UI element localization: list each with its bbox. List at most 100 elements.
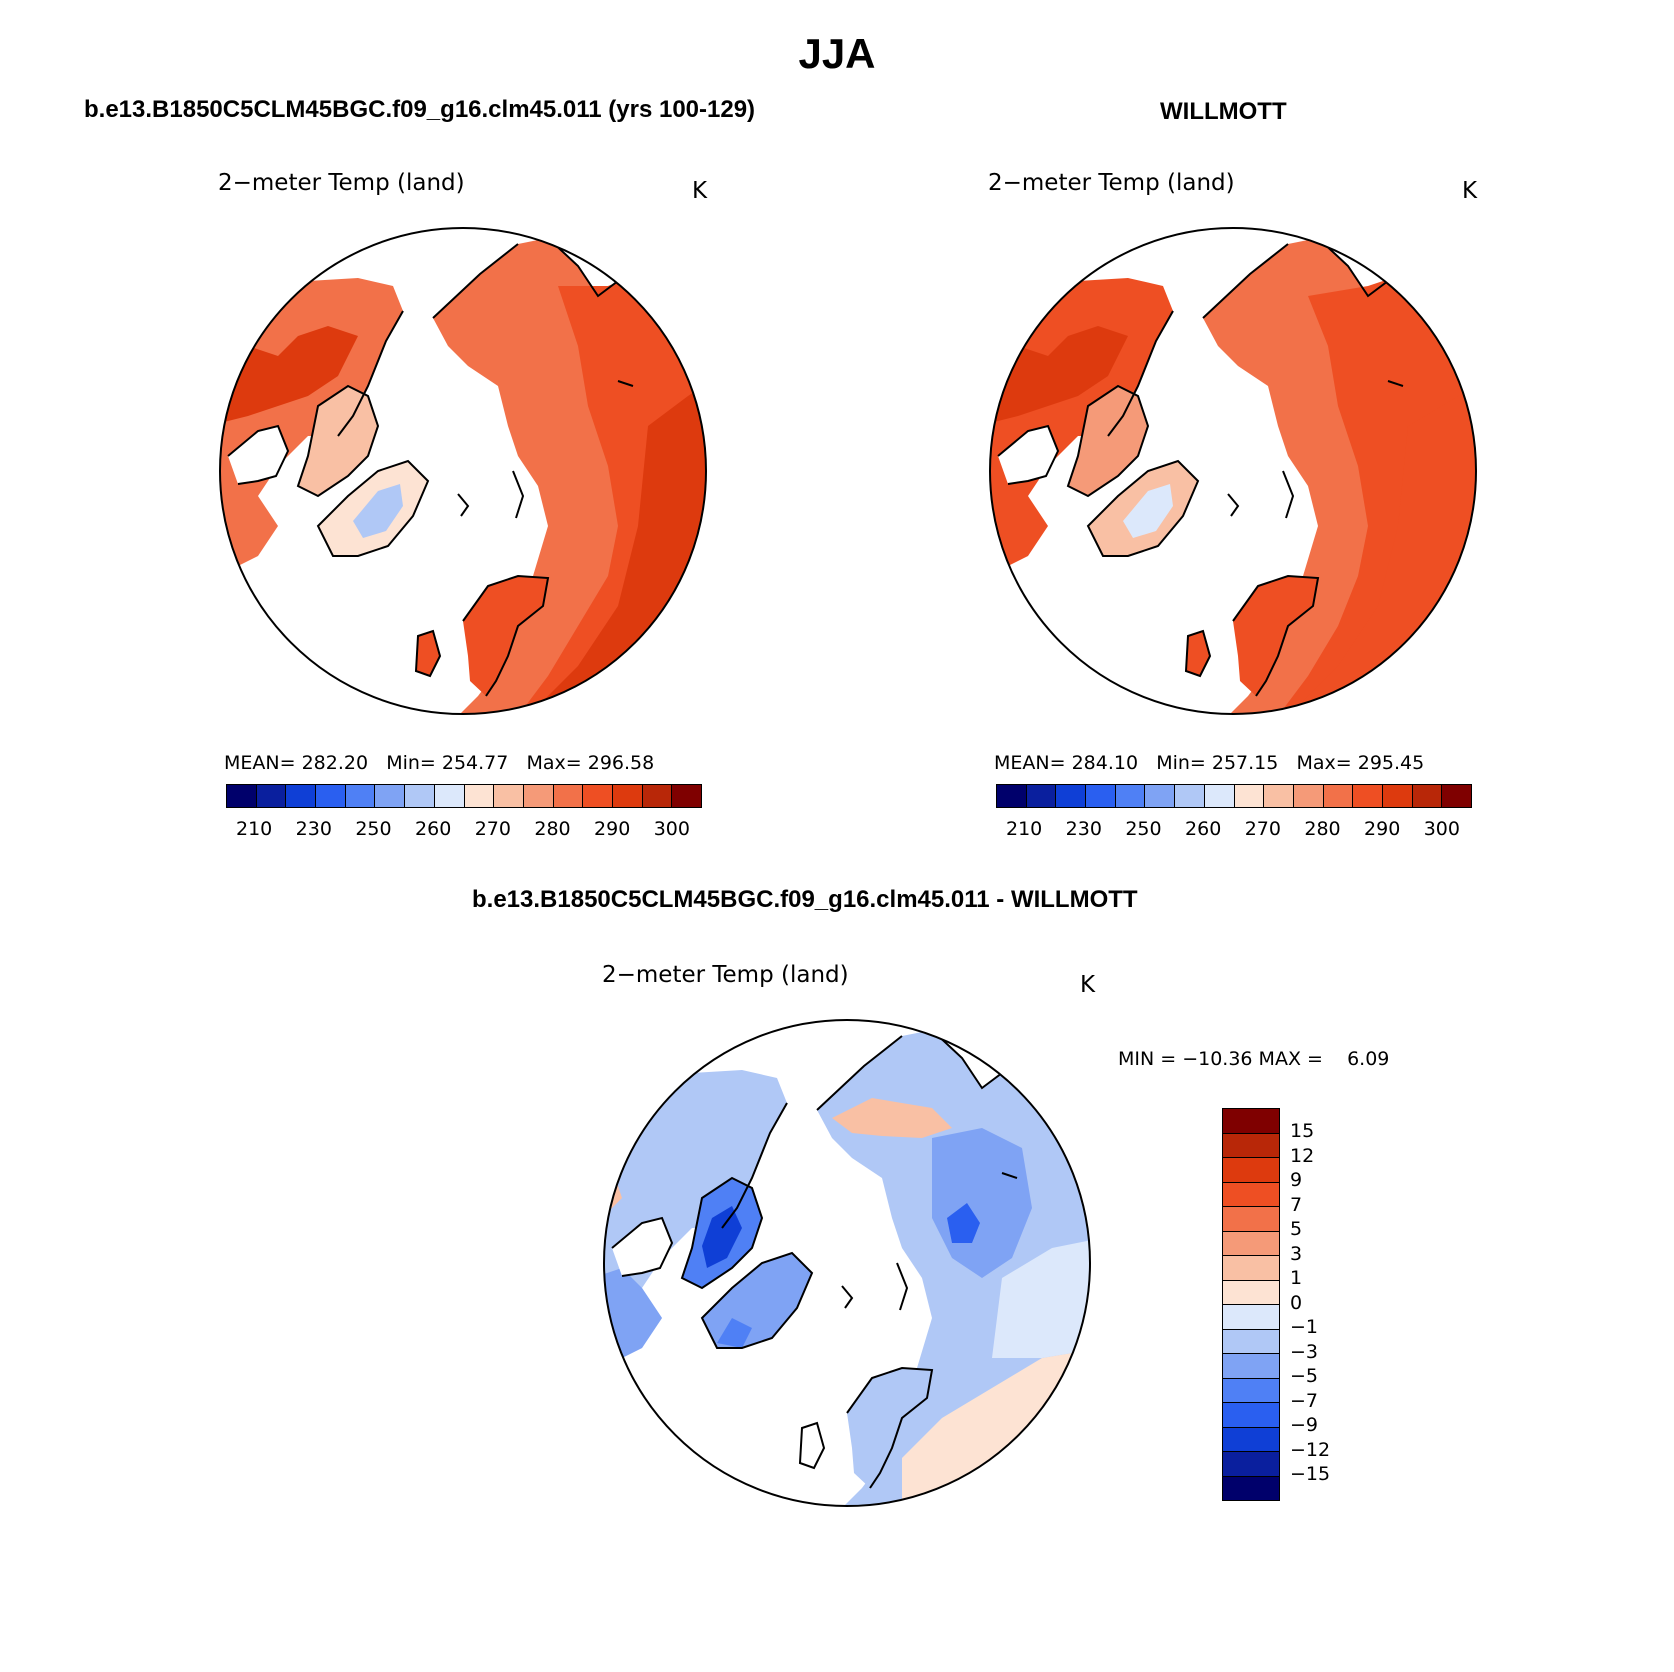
panel1-title: b.e13.B1850C5CLM45BGC.f09_g16.clm45.011 … (84, 96, 756, 123)
colorbar-tick-label: −7 (1290, 1389, 1319, 1412)
panel1-colorbar-swatches (226, 784, 702, 808)
colorbar-tick-label: 0 (1290, 1291, 1303, 1314)
colorbar-tick-label: 300 (653, 818, 690, 840)
colorbar-swatch (345, 785, 376, 807)
panel1-colorbar (226, 784, 702, 808)
colorbar-tick-label: −9 (1290, 1414, 1319, 1436)
panel3-greenland-east (717, 1318, 752, 1348)
colorbar-tick-label: 250 (355, 818, 392, 840)
panel2-stats: MEAN= 284.10 Min= 257.15 Max= 295.45 (994, 752, 1424, 774)
panel1-british-isles (416, 631, 440, 676)
colorbar-swatch (1293, 785, 1324, 807)
colorbar-swatch (1264, 785, 1294, 807)
panel1-units-label: K (692, 178, 708, 204)
colorbar-swatch (1223, 1329, 1279, 1354)
colorbar-swatch (1442, 785, 1471, 807)
colorbar-swatch (256, 785, 287, 807)
panel2-max-label: Max= (1296, 752, 1352, 774)
panel3-scandinavia-land (847, 1368, 932, 1488)
figure-title: JJA (798, 30, 876, 77)
panel3-map (602, 1018, 1092, 1508)
colorbar-swatch (612, 785, 643, 807)
colorbar-swatch (1175, 785, 1205, 807)
panel2-title: WILLMOTT (1160, 98, 1287, 125)
colorbar-tick-label: −3 (1290, 1340, 1319, 1363)
colorbar-swatch (1056, 785, 1087, 807)
colorbar-tick-label: 290 (594, 818, 631, 840)
colorbar-tick-label: 230 (1065, 818, 1102, 840)
panel3-north-america-land (604, 1070, 787, 1358)
panel1-variable-label: 2−meter Temp (land) (218, 170, 465, 196)
colorbar-swatch (1412, 785, 1443, 807)
colorbar-tick-label: 15 (1290, 1120, 1315, 1142)
colorbar-swatch (375, 785, 406, 807)
colorbar-swatch (286, 785, 317, 807)
colorbar-swatch (1204, 785, 1235, 807)
panel3-asia-pale (992, 1238, 1090, 1358)
colorbar-swatch (1223, 1476, 1279, 1500)
colorbar-tick-label: 280 (534, 818, 571, 840)
panel2-max-value: 295.45 (1357, 752, 1425, 774)
colorbar-swatch (1026, 785, 1057, 807)
panel2-greenland-interior (1123, 484, 1173, 538)
colorbar-tick-label: 300 (1423, 818, 1460, 840)
colorbar-swatch (1223, 1280, 1279, 1305)
colorbar-swatch (1223, 1207, 1279, 1232)
colorbar-tick-label: 3 (1290, 1242, 1303, 1265)
colorbar-tick-label: −5 (1290, 1365, 1319, 1387)
panel3-title: b.e13.B1850C5CLM45BGC.f09_g16.clm45.011 … (472, 886, 1138, 913)
colorbar-swatch (464, 785, 495, 807)
colorbar-tick-label: 250 (1125, 818, 1162, 840)
panel1-stats: MEAN= 282.20 Min= 254.77 Max= 296.58 (224, 752, 654, 774)
colorbar-swatch (316, 785, 346, 807)
panel1-hudson-bay (228, 426, 288, 484)
panel3-colorbar-ticks: 15 12 9 7 5 3 1 0 −1 −3 −5 −7 −9 −12 −15 (1290, 1120, 1370, 1496)
colorbar-swatch (1223, 1354, 1279, 1379)
panel3-arctic-coast-pale-red (832, 1098, 952, 1138)
colorbar-swatch (1223, 1256, 1279, 1281)
panel2-colorbar-swatches (996, 784, 1472, 808)
colorbar-swatch (583, 785, 613, 807)
panel2-min-label: Min= (1156, 752, 1206, 774)
colorbar-tick-label: 280 (1304, 818, 1341, 840)
colorbar-swatch (227, 785, 257, 807)
colorbar-tick-label: 9 (1290, 1169, 1303, 1191)
colorbar-tick-label: 12 (1290, 1144, 1315, 1167)
colorbar-swatch (494, 785, 524, 807)
colorbar-swatch (1223, 1109, 1279, 1134)
panel1-map (218, 226, 708, 716)
colorbar-tick-label: 260 (415, 818, 452, 840)
colorbar-tick-label: 230 (295, 818, 332, 840)
panel3-polar-projection (603, 1019, 1091, 1507)
panel2-variable-label: 2−meter Temp (land) (988, 170, 1235, 196)
panel1-colorbar-ticks: 210 230 250 260 270 280 290 300 (236, 818, 690, 840)
colorbar-swatch (523, 785, 554, 807)
panel3-variable-label: 2−meter Temp (land) (602, 962, 849, 988)
colorbar-swatch (1323, 785, 1354, 807)
colorbar-swatch (1223, 1305, 1279, 1330)
panel2-colorbar (996, 784, 1472, 808)
colorbar-tick-label: 210 (1006, 818, 1043, 840)
panel2-scandinavia-land (1233, 576, 1318, 696)
panel2-british-isles (1186, 631, 1210, 676)
panel3-min-max: MIN = −10.36 MAX = 6.09 (1118, 1048, 1390, 1070)
panel1-max-label: Max= (526, 752, 582, 774)
colorbar-tick-label: 7 (1290, 1193, 1303, 1216)
panel3-colorbar (1222, 1108, 1280, 1501)
panel2-colorbar-ticks: 210 230 250 260 270 280 290 300 (1006, 818, 1460, 840)
panel1-scandinavia-land (463, 576, 548, 696)
panel1-min-label: Min= (386, 752, 436, 774)
colorbar-swatch (1223, 1231, 1279, 1256)
panel3-siberia-deep-blue (947, 1203, 980, 1243)
colorbar-swatch (1115, 785, 1146, 807)
panel2-mean-value: 284.10 (1071, 752, 1139, 774)
colorbar-swatch (997, 785, 1027, 807)
panel3-archipelago-deep-blue (702, 1206, 742, 1268)
colorbar-tick-label: 260 (1185, 818, 1222, 840)
colorbar-swatch (1223, 1133, 1279, 1158)
colorbar-swatch (1223, 1452, 1279, 1477)
colorbar-tick-label: 210 (236, 818, 273, 840)
colorbar-tick-label: 5 (1290, 1218, 1303, 1240)
panel1-polar-projection (219, 227, 707, 715)
panel2-map (988, 226, 1478, 716)
